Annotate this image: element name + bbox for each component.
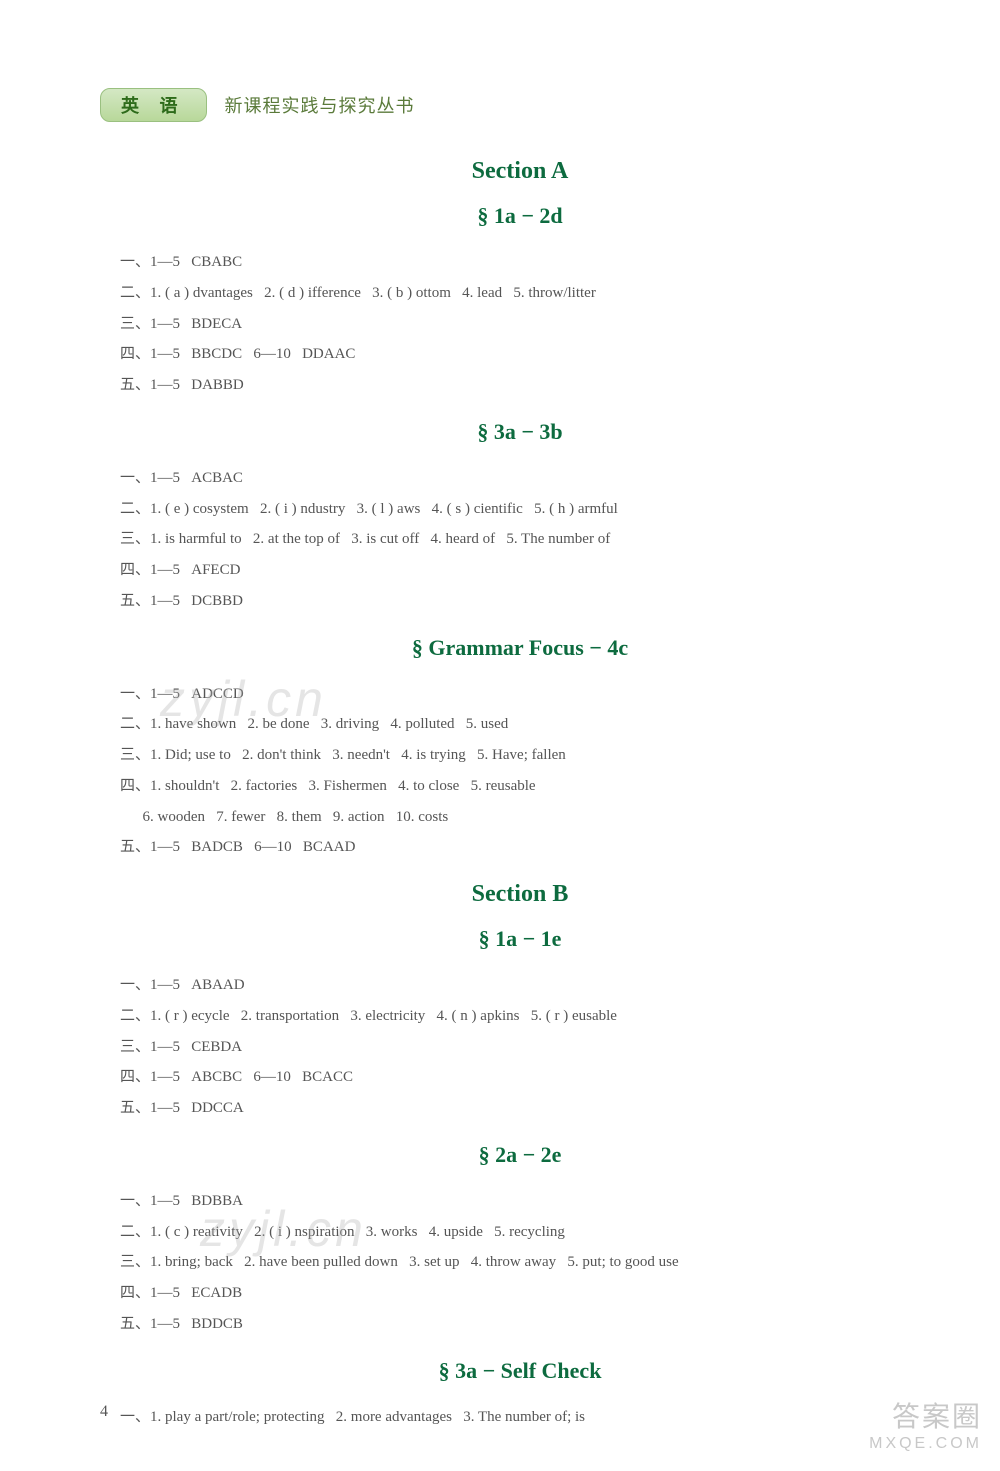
section-b-title: Section B — [120, 881, 920, 908]
answer-line: 五、1—5 DCBBD — [120, 586, 920, 617]
watermark-line2: MXQE.COM — [869, 1435, 982, 1453]
answer-line: 五、1—5 DDCCA — [120, 1093, 920, 1124]
answer-line: 四、1—5 BBCDC 6—10 DDAAC — [120, 339, 920, 370]
answer-line: 四、1. shouldn't 2. factories 3. Fishermen… — [120, 771, 920, 802]
subject-badge: 英 语 — [100, 88, 207, 122]
answer-line: 四、1—5 AFECD — [120, 555, 920, 586]
answer-line: 四、1—5 ECADB — [120, 1278, 920, 1309]
subsection-3a-self-title: § 3a − Self Check — [120, 1358, 920, 1384]
subsection-1a-1e-title: § 1a − 1e — [120, 926, 920, 952]
answer-line: 一、1—5 ABAAD — [120, 970, 920, 1001]
answer-line: 一、1—5 CBABC — [120, 247, 920, 278]
section-a-title: Section A — [120, 158, 920, 185]
page-number: 4 — [100, 1403, 108, 1421]
answer-line: 五、1—5 BADCB 6—10 BCAAD — [120, 832, 920, 863]
answer-line: 四、1—5 ABCBC 6—10 BCACC — [120, 1062, 920, 1093]
answer-line: 二、1. have shown 2. be done 3. driving 4.… — [120, 709, 920, 740]
answer-line: 一、1—5 ADCCD — [120, 679, 920, 710]
answer-line: 一、1—5 BDBBA — [120, 1186, 920, 1217]
page-header: 英 语 新课程实践与探究丛书 — [100, 88, 415, 122]
answer-line: 三、1—5 CEBDA — [120, 1032, 920, 1063]
watermark-corner: 答案圈 MXQE.COM — [869, 1395, 982, 1453]
answer-line: 五、1—5 DABBD — [120, 370, 920, 401]
answer-line: 三、1. is harmful to 2. at the top of 3. i… — [120, 524, 920, 555]
subsection-3a-3b-title: § 3a − 3b — [120, 419, 920, 445]
answer-line: 三、1. bring; back 2. have been pulled dow… — [120, 1247, 920, 1278]
watermark-line1: 答案圈 — [869, 1395, 982, 1435]
content-body: Section A § 1a − 2d 一、1—5 CBABC 二、1. ( a… — [120, 140, 920, 1432]
answer-line: 6. wooden 7. fewer 8. them 9. action 10.… — [120, 802, 920, 833]
subsection-2a-2e-title: § 2a − 2e — [120, 1142, 920, 1168]
answer-line: 三、1—5 BDECA — [120, 309, 920, 340]
answer-line: 二、1. ( c ) reativity 2. ( i ) nspiration… — [120, 1217, 920, 1248]
subsection-1a-2d-title: § 1a − 2d — [120, 203, 920, 229]
answer-line: 一、1—5 ACBAC — [120, 463, 920, 494]
answer-line: 二、1. ( e ) cosystem 2. ( i ) ndustry 3. … — [120, 494, 920, 525]
answer-line: 二、1. ( a ) dvantages 2. ( d ) ifference … — [120, 278, 920, 309]
answer-line: 一、1. play a part/role; protecting 2. mor… — [120, 1402, 920, 1433]
series-title: 新课程实践与探究丛书 — [225, 92, 415, 118]
answer-line: 三、1. Did; use to 2. don't think 3. needn… — [120, 740, 920, 771]
subsection-grammar-title: § Grammar Focus − 4c — [120, 635, 920, 661]
answer-line: 五、1—5 BDDCB — [120, 1309, 920, 1340]
answer-line: 二、1. ( r ) ecycle 2. transportation 3. e… — [120, 1001, 920, 1032]
